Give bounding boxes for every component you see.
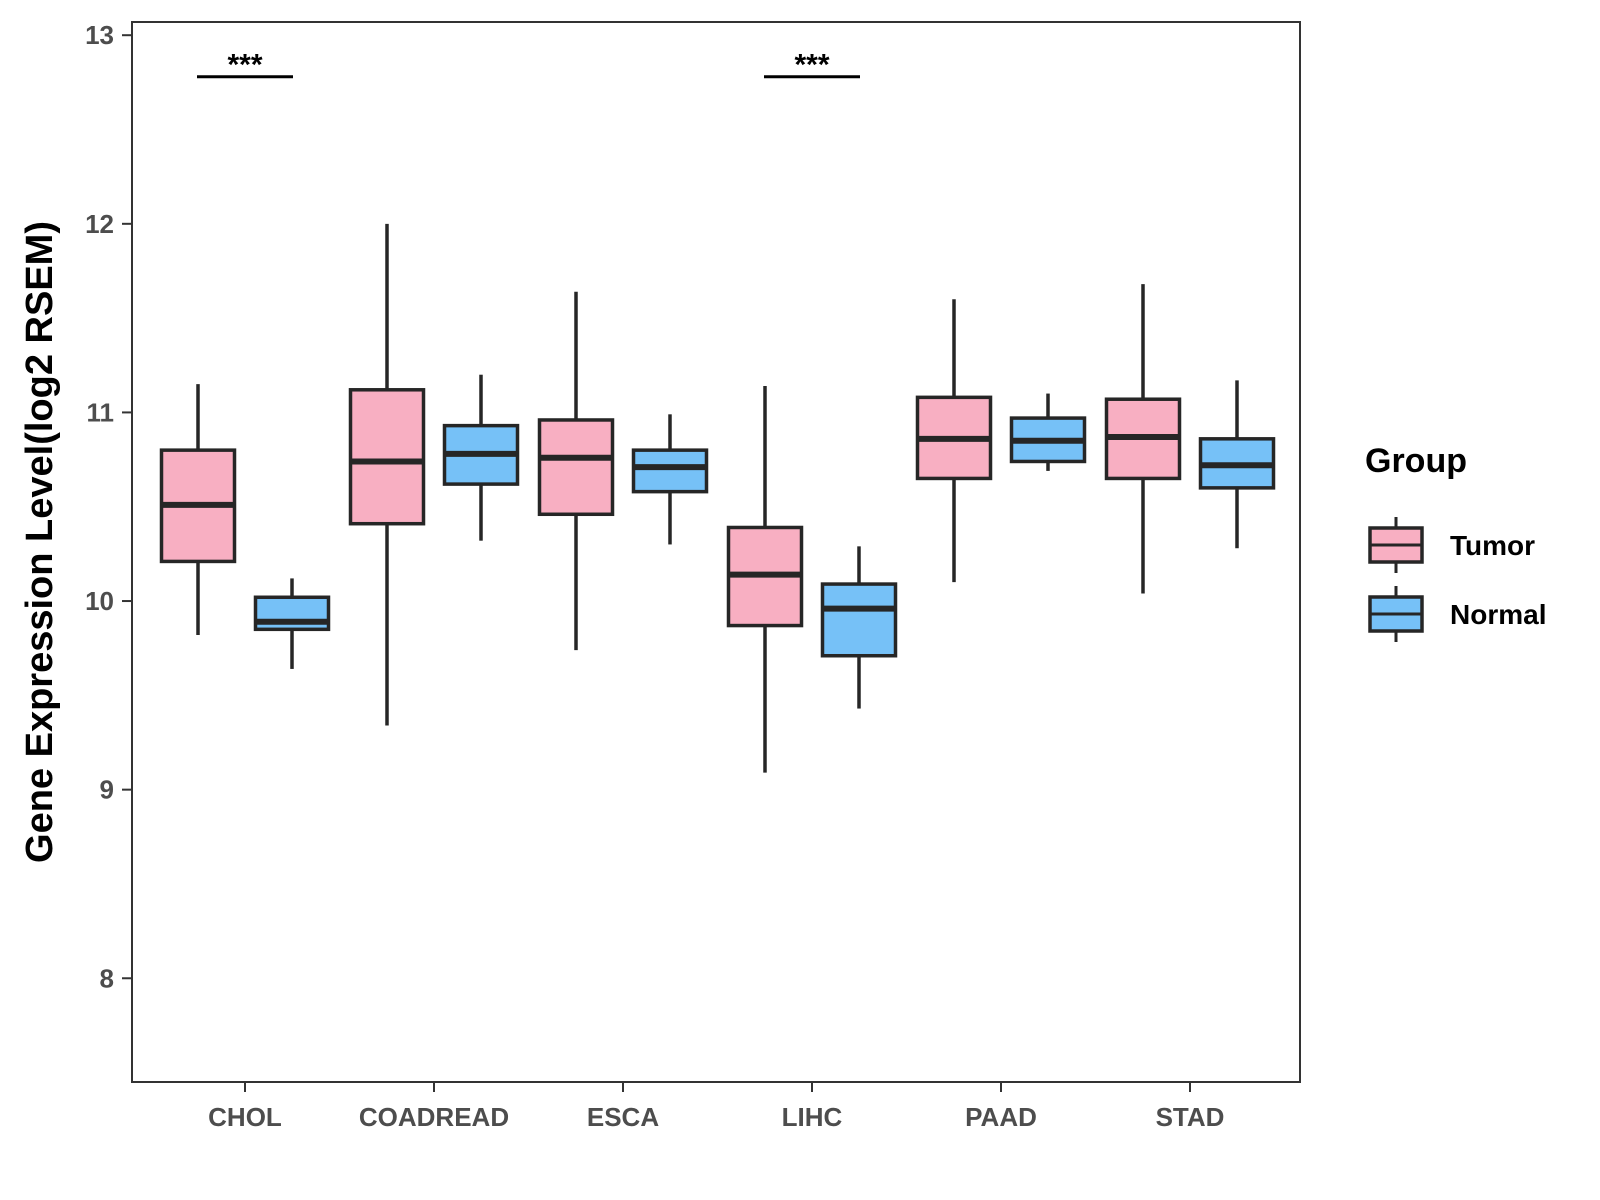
legend: Group Tumor Normal [1365, 442, 1546, 642]
y-axis-title: Gene Expression Level(log2 RSEM) [19, 221, 61, 863]
box-body-tumor-esca [537, 418, 615, 517]
box-normal-coadread [442, 374, 520, 541]
legend-label-tumor: Tumor [1450, 530, 1535, 561]
plot-panel-border [131, 21, 1301, 1083]
legend-item-tumor: Tumor [1368, 517, 1535, 573]
x-tick-label-coadread: COADREAD [359, 1102, 509, 1132]
x-tick-label-esca: ESCA [587, 1102, 659, 1132]
box-body-normal-lihc [820, 582, 898, 658]
box-normal-stad [1198, 380, 1276, 549]
y-tick-label-8: 8 [100, 963, 114, 993]
y-tick-label-13: 13 [85, 20, 114, 50]
x-tick-label-chol: CHOL [208, 1102, 282, 1132]
x-tick-label-stad: STAD [1156, 1102, 1225, 1132]
significance-label-chol: *** [227, 49, 262, 82]
significance-label-lihc: *** [794, 49, 829, 82]
legend-item-normal: Normal [1368, 586, 1546, 642]
box-body-tumor-coadread [348, 388, 426, 526]
box-normal-esca [631, 414, 709, 545]
x-tick-label-paad: PAAD [965, 1102, 1037, 1132]
axes: 8 9 10 11 12 13 Gene Expression Level(log2 RSE… [19, 20, 1301, 1132]
box-tumor-coadread [348, 223, 426, 726]
y-tick-label-9: 9 [100, 775, 114, 805]
x-tick-label-lihc: LIHC [782, 1102, 843, 1132]
box-tumor-chol [159, 384, 237, 635]
box-tumor-paad [915, 299, 993, 583]
box-tumor-lihc [726, 386, 804, 773]
box-normal-paad [1009, 393, 1087, 471]
box-body-normal-esca [631, 448, 709, 494]
y-tick-label-10: 10 [85, 586, 114, 616]
box-normal-lihc [820, 546, 898, 709]
y-tick-label-11: 11 [87, 397, 115, 427]
box-tumor-esca [537, 291, 615, 651]
box-tumor-stad [1104, 284, 1182, 594]
box-normal-chol [253, 578, 331, 669]
legend-title: Group [1365, 442, 1467, 480]
plot-area: *** *** [159, 49, 1276, 773]
legend-label-normal: Normal [1450, 599, 1546, 630]
y-tick-label-12: 12 [85, 209, 114, 239]
